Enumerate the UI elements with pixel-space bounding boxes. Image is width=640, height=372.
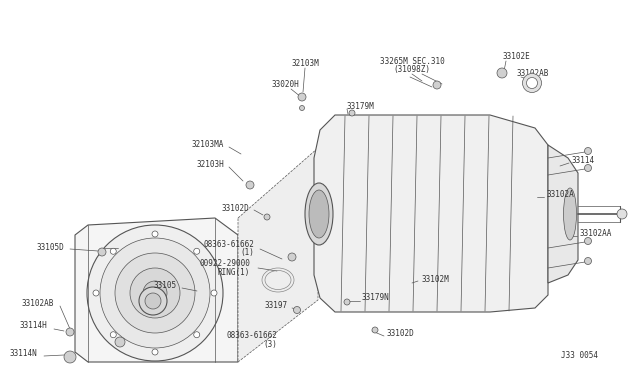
Circle shape <box>143 281 167 305</box>
Text: 00922-29000: 00922-29000 <box>199 260 250 269</box>
Text: (1): (1) <box>240 247 254 257</box>
Text: 08363-61662: 08363-61662 <box>203 240 254 248</box>
Text: 33105: 33105 <box>154 282 177 291</box>
Circle shape <box>300 106 305 110</box>
Polygon shape <box>238 148 318 362</box>
Ellipse shape <box>522 74 541 93</box>
Circle shape <box>584 237 591 244</box>
Text: 32103MA: 32103MA <box>191 140 224 148</box>
Text: 33102AA: 33102AA <box>580 228 612 237</box>
Circle shape <box>98 248 106 256</box>
Circle shape <box>130 268 180 318</box>
Text: 32103M: 32103M <box>291 58 319 67</box>
Text: 32103H: 32103H <box>196 160 224 169</box>
Circle shape <box>64 351 76 363</box>
Circle shape <box>115 253 195 333</box>
Circle shape <box>152 231 158 237</box>
Ellipse shape <box>305 183 333 245</box>
Text: 33197: 33197 <box>265 301 288 311</box>
Text: (31098Z): (31098Z) <box>394 64 431 74</box>
Text: (3): (3) <box>263 340 277 349</box>
Text: 33105D: 33105D <box>36 243 64 251</box>
Circle shape <box>349 110 355 116</box>
Circle shape <box>433 81 441 89</box>
Circle shape <box>246 181 254 189</box>
Circle shape <box>194 248 200 254</box>
Ellipse shape <box>527 77 538 89</box>
Circle shape <box>584 257 591 264</box>
Circle shape <box>497 68 507 78</box>
Circle shape <box>152 349 158 355</box>
Text: 33179N: 33179N <box>362 294 390 302</box>
Circle shape <box>288 253 296 261</box>
Text: J33 0054: J33 0054 <box>561 351 598 360</box>
Circle shape <box>87 225 223 361</box>
Circle shape <box>139 287 167 315</box>
Ellipse shape <box>309 190 329 238</box>
Text: 33114H: 33114H <box>19 321 47 330</box>
Text: 33102A: 33102A <box>547 189 575 199</box>
Text: 33102AB: 33102AB <box>517 68 549 77</box>
Circle shape <box>372 327 378 333</box>
Circle shape <box>344 299 350 305</box>
Text: 33102D: 33102D <box>221 203 249 212</box>
Text: 33020H: 33020H <box>271 80 299 89</box>
Circle shape <box>264 214 270 220</box>
Text: 33265M SEC.310: 33265M SEC.310 <box>380 57 444 65</box>
Circle shape <box>584 148 591 154</box>
Text: 33102E: 33102E <box>503 51 531 61</box>
Text: 33102AB: 33102AB <box>22 298 54 308</box>
Circle shape <box>298 93 306 101</box>
Text: 33114N: 33114N <box>9 349 37 357</box>
Circle shape <box>100 238 210 348</box>
Text: 33102D: 33102D <box>387 330 415 339</box>
Polygon shape <box>314 115 548 312</box>
Circle shape <box>211 290 217 296</box>
Circle shape <box>110 248 116 254</box>
Circle shape <box>584 164 591 171</box>
Circle shape <box>115 337 125 347</box>
Circle shape <box>110 332 116 338</box>
Text: RING(1): RING(1) <box>218 267 250 276</box>
Circle shape <box>93 290 99 296</box>
Text: 08363-61662: 08363-61662 <box>226 331 277 340</box>
Circle shape <box>145 293 161 309</box>
Text: 33114: 33114 <box>572 155 595 164</box>
Ellipse shape <box>563 188 577 240</box>
Text: 33179M: 33179M <box>347 102 375 110</box>
Polygon shape <box>548 145 578 283</box>
Text: 33102M: 33102M <box>422 275 450 283</box>
Circle shape <box>294 307 301 314</box>
Circle shape <box>66 328 74 336</box>
Polygon shape <box>75 218 238 362</box>
Circle shape <box>617 209 627 219</box>
Circle shape <box>194 332 200 338</box>
